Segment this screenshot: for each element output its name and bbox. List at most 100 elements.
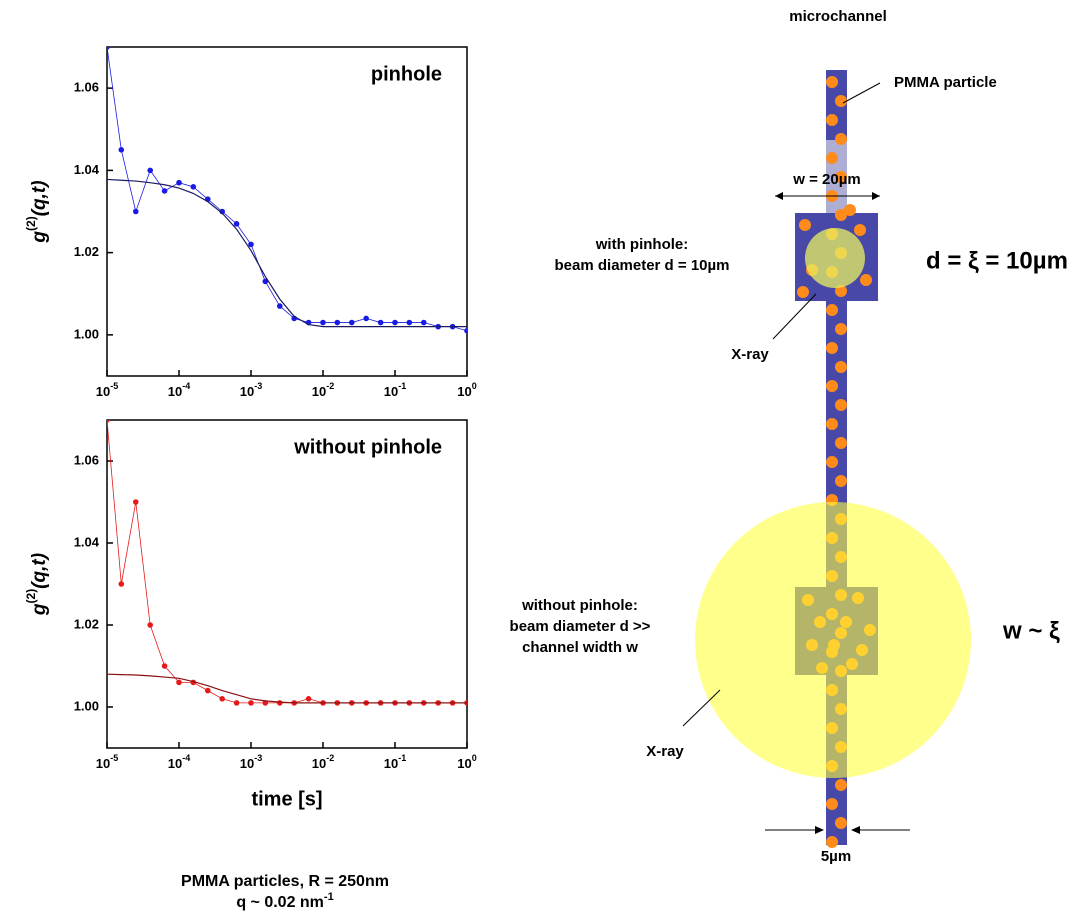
caption: PMMA particles, R = 250nm: [181, 873, 389, 890]
label: with pinhole:: [595, 236, 688, 253]
y-tick-label: 1.02: [74, 244, 99, 259]
plot-frame: [106, 46, 468, 377]
x-axis-label: time [s]: [251, 788, 322, 810]
chart-title: without pinhole: [293, 436, 442, 458]
particle: [860, 274, 872, 286]
particle: [835, 475, 847, 487]
particle: [835, 399, 847, 411]
data-point: [118, 581, 125, 587]
plot-frame: [106, 419, 468, 749]
tick-exponent: -1: [398, 753, 406, 763]
particle: [835, 209, 847, 221]
tick-exponent: -5: [110, 753, 118, 763]
y-tick-label: 1.04: [74, 162, 100, 177]
tick-base: 10: [384, 384, 398, 399]
data-point: [305, 696, 312, 702]
particle: [826, 456, 838, 468]
caption-sup: -1: [324, 891, 334, 903]
data-point: [276, 303, 283, 309]
particle: [826, 798, 838, 810]
particle: [826, 76, 838, 88]
pinhole-beam: [805, 228, 865, 288]
data-point: [233, 221, 240, 227]
particle: [799, 219, 811, 231]
data-point: [262, 278, 269, 285]
y-tick-label: 1.06: [74, 452, 99, 467]
tick-base: 10: [96, 756, 110, 771]
tick-exponent: 0: [472, 753, 477, 763]
y-tick-label: 1.04: [74, 534, 100, 549]
plot-area: [107, 420, 467, 706]
caption: q ~ 0.02 nm-1: [236, 891, 333, 911]
particle: [835, 361, 847, 373]
particle: [826, 114, 838, 126]
data-point: [320, 319, 326, 326]
plot-area: [107, 47, 467, 334]
relation: d = ξ = 10µm: [926, 247, 1068, 274]
x-tick-label: 100: [457, 381, 476, 399]
particle: [854, 224, 866, 236]
pointer: [772, 293, 817, 340]
data-point: [334, 319, 341, 326]
tick-base: 10: [457, 756, 471, 771]
label: PMMA particle: [894, 74, 997, 91]
particle: [835, 285, 847, 297]
data-point: [392, 319, 398, 326]
particle: [835, 171, 847, 183]
data-point: [219, 208, 225, 215]
particle: [826, 380, 838, 392]
x-tick-label: 10-2: [312, 753, 334, 771]
x-tick-label: 10-1: [384, 753, 406, 771]
x-tick-label: 10-3: [240, 381, 262, 399]
tick-exponent: -2: [326, 381, 334, 391]
particle: [844, 204, 856, 216]
x-tick-label: 10-5: [96, 381, 118, 399]
label: w = 20µm: [792, 171, 860, 188]
y-label-part: (q,t): [29, 553, 50, 589]
tick-base: 10: [168, 384, 182, 399]
particle: [826, 152, 838, 164]
data-line: [107, 420, 467, 704]
label: microchannel: [789, 8, 887, 25]
data-point: [147, 167, 153, 174]
particle: [826, 418, 838, 430]
tick-exponent: -4: [182, 381, 190, 391]
x-tick-label: 10-1: [384, 381, 406, 399]
y-tick-label: 1.00: [74, 326, 99, 341]
label: X-ray: [731, 346, 769, 363]
particle: [826, 342, 838, 354]
relation: w ~ ξ: [1002, 617, 1060, 644]
y-label-part: g: [29, 231, 50, 244]
data-point: [161, 663, 168, 669]
y-axis-label: g(2)(q,t): [24, 180, 50, 243]
data-point: [147, 622, 153, 628]
particle: [835, 817, 847, 829]
tick-base: 10: [312, 756, 326, 771]
x-tick-label: 100: [457, 753, 476, 771]
data-point: [248, 241, 254, 248]
tick-base: 10: [96, 384, 110, 399]
data-point: [420, 319, 427, 326]
label: without pinhole:: [521, 597, 638, 614]
label: X-ray: [646, 743, 684, 760]
y-label-part: g: [29, 603, 50, 616]
tick-exponent: 0: [472, 381, 477, 391]
tick-base: 10: [457, 384, 471, 399]
y-label-part: (2): [24, 216, 38, 231]
tick-base: 10: [240, 384, 254, 399]
tick-base: 10: [240, 756, 254, 771]
x-tick-label: 10-2: [312, 381, 334, 399]
tick-exponent: -5: [110, 381, 118, 391]
data-point: [406, 319, 413, 326]
tick-exponent: -4: [182, 753, 190, 763]
x-tick-label: 10-4: [168, 753, 190, 771]
tick-base: 10: [168, 756, 182, 771]
chart-title: pinhole: [371, 63, 442, 85]
particle: [835, 437, 847, 449]
x-tick-label: 10-5: [96, 753, 118, 771]
tick-exponent: -2: [326, 753, 334, 763]
caption-text: q ~ 0.02 nm: [236, 894, 324, 911]
data-point: [219, 696, 225, 702]
y-label-part: (2): [24, 589, 38, 604]
